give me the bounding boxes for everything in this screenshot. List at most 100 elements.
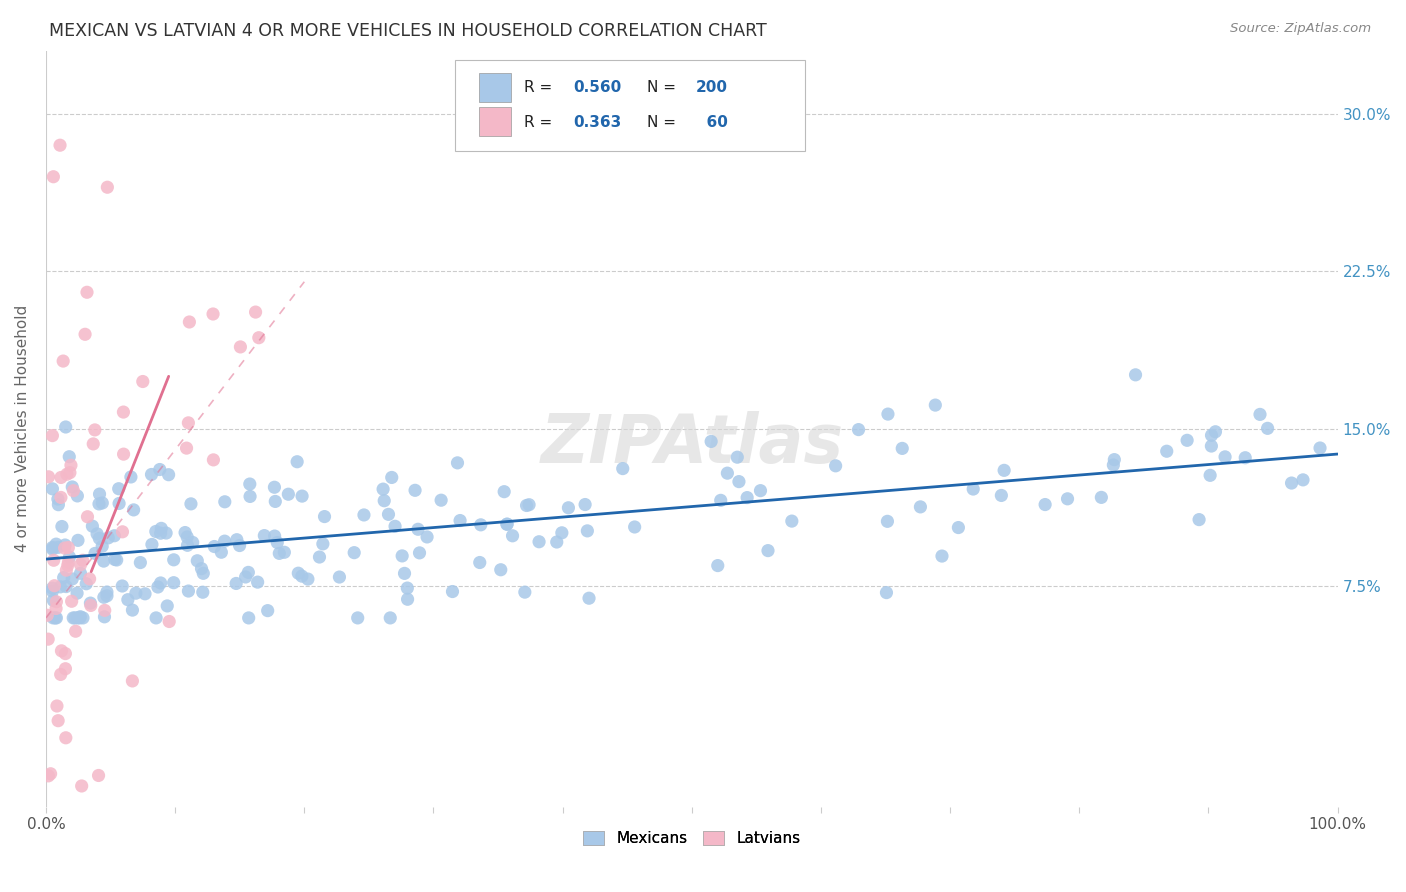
Point [70,779,93,793]
Bar [478,73,510,102]
Point [1309,441,1331,455]
Point [149,462,172,476]
Legend: Mexicans, Latvians: Mexicans, Latvians [576,824,807,852]
Point [121,673,143,688]
Point [735,491,758,505]
Point [202,307,225,321]
Point [45,595,67,609]
Point [157,615,180,629]
Point [214,495,236,509]
Point [145,611,167,625]
Point [56,558,79,573]
Point [55,647,77,661]
Text: 200: 200 [696,80,728,95]
Point [79,596,101,610]
Point [107,482,129,496]
Point [45,611,67,625]
Point [780,514,803,528]
Point [394,566,416,581]
Point [749,483,772,498]
Point [430,493,453,508]
Point [1199,468,1222,483]
Text: 0.560: 0.560 [574,80,621,95]
Point [49,138,72,153]
Point [225,576,247,591]
Point [86,526,108,541]
Point [44,611,66,625]
Point [105,553,128,567]
Point [285,455,308,469]
Point [163,575,186,590]
Point [756,543,779,558]
Point [396,581,419,595]
Point [910,500,932,514]
Point [1156,444,1178,458]
Point [157,467,180,482]
Point [371,482,394,496]
Point [308,549,330,564]
Point [931,549,953,563]
Point [38,470,60,484]
Point [312,537,335,551]
Point [990,488,1012,502]
Point [112,405,135,419]
Point [517,498,540,512]
Point [58,541,80,555]
Bar [478,107,510,136]
Point [470,517,492,532]
Point [468,556,491,570]
Point [612,461,634,475]
Point [245,305,267,319]
Point [52,571,75,585]
Point [446,456,468,470]
Point [93,554,115,568]
Point [253,528,276,542]
Point [876,514,898,528]
Point [83,423,105,437]
Point [91,539,114,553]
Point [146,580,169,594]
Point [37,632,59,647]
Point [700,434,723,449]
Point [574,498,596,512]
Point [89,532,111,546]
Point [75,576,97,591]
Point [1033,498,1056,512]
Point [1102,458,1125,472]
Point [513,585,536,599]
Point [263,529,285,543]
Point [37,769,59,783]
Point [42,593,65,607]
Point [238,566,260,580]
Point [122,503,145,517]
Point [235,570,257,584]
Point [824,458,846,473]
Point [82,519,104,533]
Point [46,698,69,713]
Point [273,545,295,559]
Point [149,526,172,541]
Point [55,420,77,434]
Point [229,340,252,354]
Point [66,586,89,600]
Point [45,537,67,551]
Point [120,470,142,484]
FancyBboxPatch shape [456,60,806,152]
Point [269,546,291,560]
Point [62,483,84,498]
Point [150,521,173,535]
Point [993,463,1015,477]
Point [247,331,270,345]
Point [41,482,63,496]
Point [343,546,366,560]
Point [72,553,94,567]
Point [89,487,111,501]
Point [58,450,80,464]
Point [111,579,134,593]
Point [193,566,215,581]
Point [256,604,278,618]
Point [391,549,413,563]
Point [1175,434,1198,448]
Point [1188,513,1211,527]
Point [37,608,59,623]
